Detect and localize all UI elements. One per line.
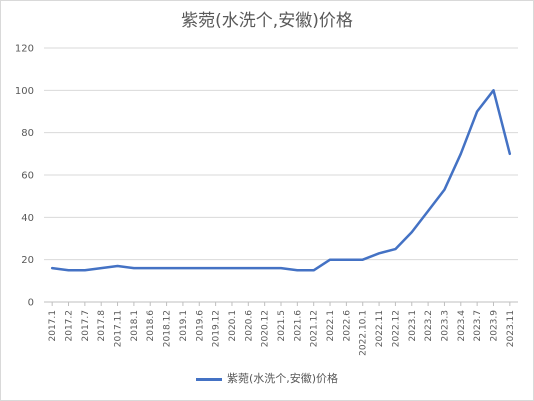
data-point [427,210,429,212]
y-tick-label: 80 [21,128,34,139]
legend-swatch [195,377,222,381]
data-point [198,267,201,269]
y-tick-label: 100 [15,86,34,97]
y-tick-label: 60 [21,171,34,182]
x-tick-label: 2017.11 [114,310,124,347]
data-point [312,269,315,272]
x-tick-label: 2018.1 [130,310,140,342]
data-point [67,269,70,272]
series-line [50,89,512,272]
x-tick-label: 2023.11 [506,310,516,347]
data-point [133,267,135,269]
gridlines [44,47,518,303]
x-tick-label: 2023.3 [440,310,450,342]
x-tick-label: 2021.12 [310,310,320,347]
x-tick-label: 2022.6 [342,310,352,342]
y-axis-ticks: 0 20 40 60 80 100 120 [15,44,34,309]
x-tick-label: 2019.6 [195,310,205,342]
x-tick-label: 2022.11 [375,310,385,347]
data-point [459,153,462,155]
legend: 紫菀(水洗个,安徽)价格 [0,370,534,386]
data-point [492,89,495,92]
x-tick-label: 2023.1 [408,310,418,342]
data-point [149,267,152,269]
x-tick-label: 2023.4 [457,310,467,342]
data-point [443,189,446,191]
y-tick-label: 120 [15,44,34,55]
x-tick-label: 2019.12 [212,310,222,347]
data-point [214,267,217,269]
y-tick-label: 20 [21,255,34,266]
x-axis-ticks: 2017.1 2017.2 2017.7 2017.8 2017.11 2018.1 201… [48,302,516,356]
y-tick-label: 0 [28,298,34,309]
x-tick-label: 2023.2 [424,310,434,342]
data-point [263,267,266,269]
data-point [410,231,413,233]
x-tick-label: 2021.6 [293,310,303,342]
data-point [51,267,53,269]
data-point [329,258,331,261]
x-tick-label: 2018.12 [163,310,173,347]
x-tick-label: 2023.7 [473,310,483,342]
legend-label: 紫菀(水洗个,安徽)价格 [226,372,339,385]
data-point [509,153,511,155]
x-tick-label: 2022.1 [326,310,336,342]
data-point [231,267,233,269]
data-point [378,252,380,255]
x-tick-label: 2020.12 [261,310,271,347]
x-tick-label: 2021.5 [277,310,287,342]
x-tick-label: 2018.6 [146,310,156,342]
data-point [100,267,103,269]
data-point [296,269,299,272]
data-point [165,267,168,269]
x-tick-label: 2017.8 [97,310,107,342]
data-point [280,267,282,269]
data-point [182,267,184,269]
chart-title: 紫菀(水洗个,安徽)价格 [181,11,353,31]
data-point [476,110,478,113]
x-tick-label: 2020.1 [228,310,238,342]
data-point [84,269,86,272]
data-point [361,258,364,261]
series-group [50,89,512,272]
x-tick-label: 2022.12 [391,310,401,347]
data-point [394,248,397,250]
x-tick-label: 2017.2 [65,310,75,342]
x-tick-label: 2020.6 [244,310,254,342]
y-tick-label: 40 [21,213,34,224]
data-point [345,258,348,261]
x-tick-label: 2019.1 [179,310,189,342]
x-tick-label: 2017.1 [48,310,58,342]
x-tick-label: 2023.9 [489,310,499,342]
data-point [247,267,250,269]
x-tick-label: 2022.10.1 [359,310,369,356]
data-point [116,265,119,267]
x-tick-label: 2017.7 [81,310,91,342]
